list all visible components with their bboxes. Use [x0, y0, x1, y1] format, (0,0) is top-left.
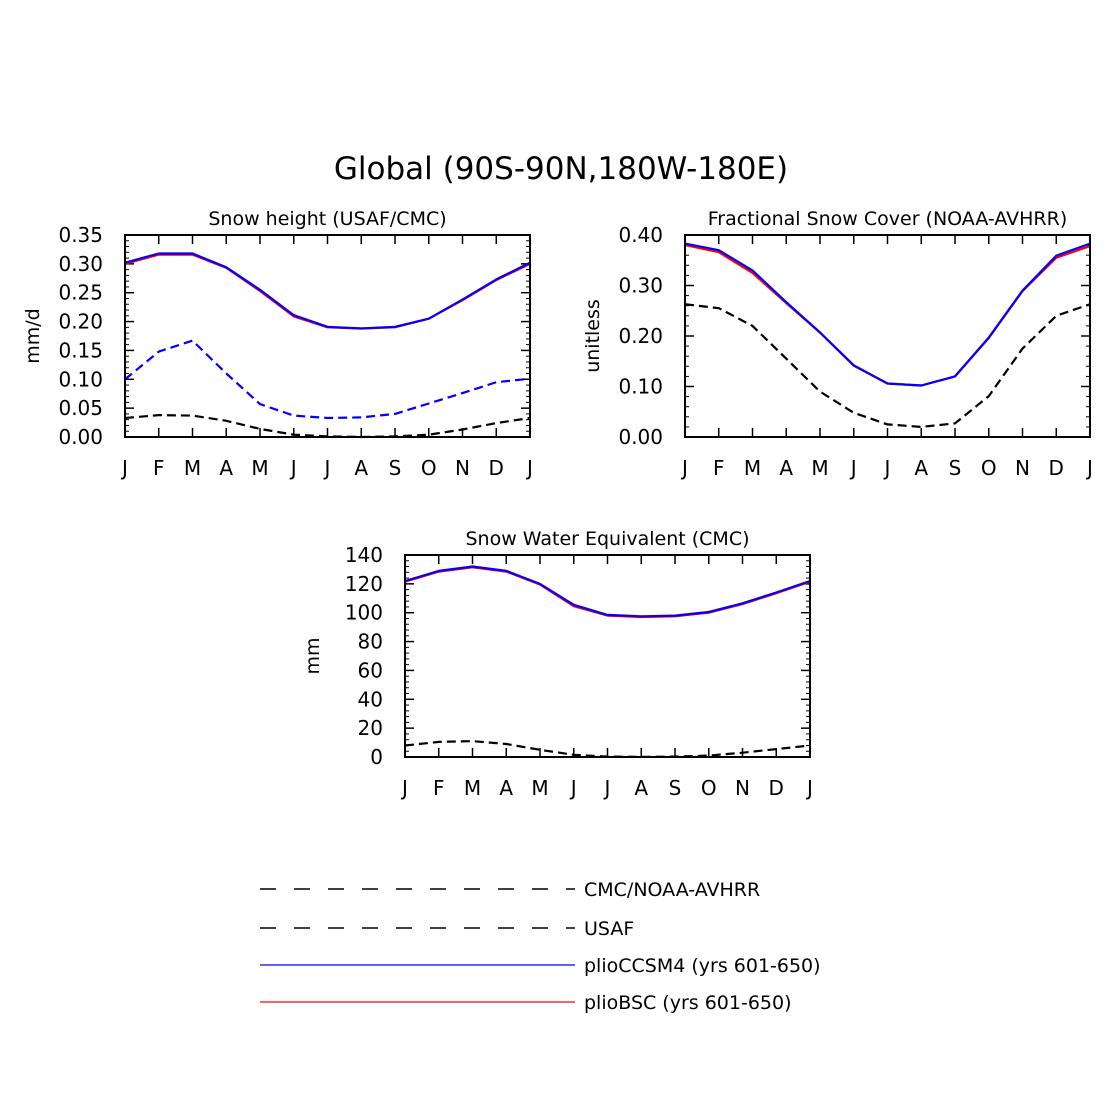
chart-panels: Snow height (USAF/CMC) mm/d 0.00 0.05 0.10 0.…	[22, 208, 1093, 800]
series-line	[684, 242, 1091, 387]
y-tick-label: 60	[358, 658, 383, 682]
y-tick-label: 0	[370, 745, 383, 769]
y-tick-label: 0.00	[58, 425, 103, 449]
series-line	[404, 565, 811, 618]
y-tick-label: 0.20	[58, 310, 103, 334]
x-tick-label: M	[811, 456, 828, 480]
y-tick-label: 20	[358, 716, 383, 740]
y-tick-label: 0.35	[58, 223, 103, 247]
legend-label: plioBSC (yrs 601-650)	[584, 992, 792, 1014]
x-tick-label: J	[883, 456, 891, 480]
x-tick-label: J	[603, 776, 611, 800]
x-tick-label: S	[949, 456, 962, 480]
y-axis-label: mm/d	[22, 308, 44, 363]
x-tick-label: M	[184, 456, 201, 480]
x-tick-label: D	[1049, 456, 1064, 480]
series-line	[124, 339, 531, 420]
x-tick-label: J	[849, 456, 857, 480]
legend-label: plioCCSM4 (yrs 601-650)	[584, 955, 821, 977]
y-tick-label: 0.15	[58, 338, 103, 362]
legend-label: USAF	[584, 918, 634, 940]
x-tick-label: O	[701, 776, 717, 800]
y-tick-label: 0.30	[618, 274, 663, 298]
y-axis-label: unitless	[582, 299, 604, 373]
y-tick-label: 140	[345, 543, 383, 567]
x-tick-label: F	[153, 456, 165, 480]
x-tick-label: J	[289, 456, 297, 480]
x-tick-label: J	[400, 776, 408, 800]
legend-entry: CMC/NOAA-AVHRR	[260, 879, 760, 901]
y-tick-label: 80	[358, 630, 383, 654]
legend-entry: USAF	[260, 918, 634, 940]
x-tick-label: D	[769, 776, 784, 800]
x-tick-label: M	[251, 456, 268, 480]
x-tick-label: M	[744, 456, 761, 480]
x-tick-label: A	[779, 456, 793, 480]
series-line	[124, 252, 531, 330]
x-tick-label: N	[455, 456, 470, 480]
x-tick-label: F	[713, 456, 725, 480]
y-tick-label: 0.40	[618, 223, 663, 247]
series-line	[404, 566, 811, 619]
x-tick-label: J	[805, 776, 813, 800]
y-tick-label: 40	[358, 687, 383, 711]
x-tick-label: A	[914, 456, 928, 480]
y-tick-label: 100	[345, 601, 383, 625]
legend-entry: plioCCSM4 (yrs 601-650)	[260, 955, 821, 977]
x-tick-label: N	[735, 776, 750, 800]
y-tick-label: 0.05	[58, 396, 103, 420]
x-tick-label: J	[680, 456, 688, 480]
chart-title: Snow height (USAF/CMC)	[208, 208, 446, 230]
x-tick-label: F	[433, 776, 445, 800]
chart-title: Fractional Snow Cover (NOAA-AVHRR)	[708, 208, 1067, 230]
chart-panel-2: Fractional Snow Cover (NOAA-AVHRR) unitle…	[582, 208, 1093, 480]
x-tick-label: A	[634, 776, 648, 800]
y-tick-label: 0.00	[618, 425, 663, 449]
x-tick-label: J	[569, 776, 577, 800]
x-tick-label: O	[981, 456, 997, 480]
y-tick-label: 120	[345, 572, 383, 596]
y-tick-label: 0.25	[58, 281, 103, 305]
x-tick-label: S	[669, 776, 682, 800]
x-tick-label: O	[421, 456, 437, 480]
plot-frame	[124, 234, 531, 438]
x-tick-label: A	[354, 456, 368, 480]
y-tick-label: 0.30	[58, 252, 103, 276]
legend-entry: plioBSC (yrs 601-650)	[260, 992, 792, 1014]
y-axis-label: mm	[302, 637, 324, 674]
plot-frame	[684, 234, 1091, 438]
legend-label: CMC/NOAA-AVHRR	[584, 879, 760, 901]
series-line	[124, 253, 531, 330]
legend: CMC/NOAA-AVHRR USAF plioCCSM4 (yrs 601-650…	[260, 879, 821, 1014]
plot-frame	[404, 554, 811, 758]
chart-title: Snow Water Equivalent (CMC)	[465, 528, 749, 550]
chart-panel-1: Snow height (USAF/CMC) mm/d 0.00 0.05 0.10 0.…	[22, 208, 533, 480]
x-tick-label: S	[389, 456, 402, 480]
y-tick-label: 0.20	[618, 324, 663, 348]
x-tick-label: A	[499, 776, 513, 800]
x-tick-label: A	[219, 456, 233, 480]
x-tick-label: M	[531, 776, 548, 800]
series-line	[684, 303, 1091, 428]
x-tick-label: J	[120, 456, 128, 480]
x-tick-label: M	[464, 776, 481, 800]
y-tick-label: 0.10	[618, 375, 663, 399]
chart-panel-3: Snow Water Equivalent (CMC) mm 0 20 40 60 80 10…	[302, 528, 813, 800]
x-tick-label: N	[1015, 456, 1030, 480]
x-tick-label: J	[525, 456, 533, 480]
figure-title: Global (90S-90N,180W-180E)	[334, 151, 788, 187]
y-tick-label: 0.10	[58, 367, 103, 391]
x-tick-label: D	[489, 456, 504, 480]
x-tick-label: J	[323, 456, 331, 480]
x-tick-label: J	[1085, 456, 1093, 480]
